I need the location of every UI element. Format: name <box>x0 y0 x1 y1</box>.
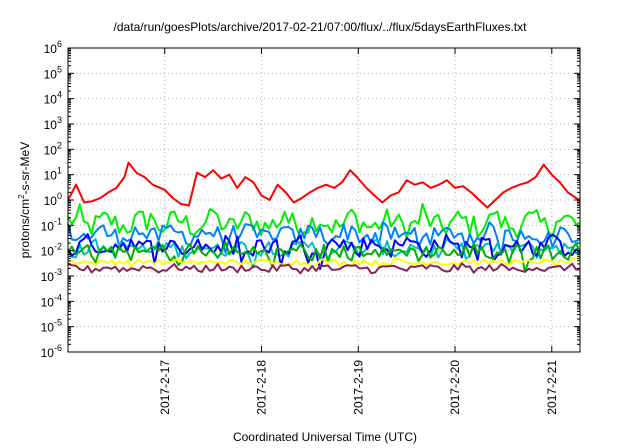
series-line-8 <box>67 262 581 275</box>
x-axis-title: Coordinated Universal Time (UTC) <box>232 430 418 444</box>
y-tick-label: 10-1 <box>41 216 62 233</box>
y-tick-label: 10-2 <box>41 242 62 259</box>
y-axis-title: protons/cm2-s-sr-MeV <box>17 142 32 258</box>
series-line-1 <box>67 161 581 209</box>
plot-frame <box>67 47 581 353</box>
series-line-4 <box>67 238 581 269</box>
series-line-3 <box>67 221 581 256</box>
x-tick-label: 2017-2-19 <box>351 360 365 415</box>
axes <box>67 47 581 353</box>
x-tick-label: 2017-2-17 <box>158 360 172 415</box>
y-tick-label: 10-6 <box>41 343 62 360</box>
y-tick-label: 101 <box>44 166 62 183</box>
series-line-6 <box>67 241 581 273</box>
grid-lines <box>68 48 580 352</box>
y-tick-label: 104 <box>44 90 62 107</box>
x-tick-labels: 2017-2-17 2017-2-18 2017-2-19 2017-2-20 2017… <box>158 360 559 415</box>
y-tick-label: 102 <box>44 140 62 157</box>
series-layer <box>67 161 581 275</box>
y-tick-label: 106 <box>44 39 62 56</box>
series-line-2 <box>67 202 581 240</box>
y-tick-label: 100 <box>44 191 62 208</box>
y-tick-labels: 10-6 10-5 10-4 10-3 10-2 10-1 100 101 102 103 104 1… <box>41 39 62 360</box>
series-line-5 <box>67 233 581 270</box>
x-tick-label: 2017-2-20 <box>448 360 462 415</box>
y-tick-label: 10-4 <box>41 292 62 309</box>
y-tick-label: 105 <box>44 64 62 81</box>
chart-title: /data/run/goesPlots/archive/2017-02-21/0… <box>113 20 527 34</box>
x-tick-label: 2017-2-18 <box>255 360 269 415</box>
y-tick-label: 10-5 <box>41 318 62 335</box>
x-tick-label: 2017-2-21 <box>545 360 559 415</box>
y-tick-label: 10-3 <box>41 267 62 284</box>
y-tick-label: 103 <box>44 115 62 132</box>
series-line-7 <box>67 257 581 268</box>
